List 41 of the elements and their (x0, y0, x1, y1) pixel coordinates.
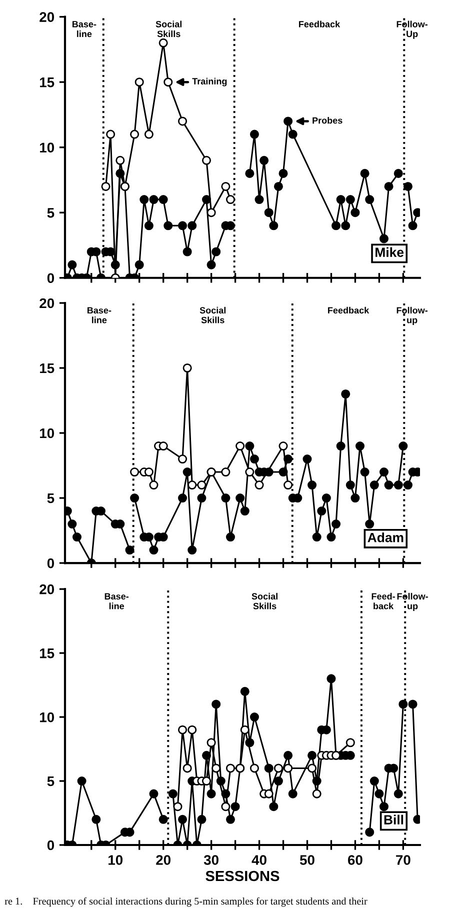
y-tick-label: 0 (47, 558, 54, 568)
x-tick-label: 40 (252, 855, 266, 865)
annotation: Base- line (104, 593, 128, 610)
annotation: Bill (384, 814, 404, 824)
annotation: Adam (368, 532, 404, 542)
annotation: Base- line (72, 21, 96, 38)
y-tick-label: 5 (47, 776, 54, 786)
annotation: Mike (376, 247, 404, 257)
x-tick-label: 30 (204, 855, 218, 865)
annotation: Social Skills (156, 20, 182, 38)
y-tick-label: 15 (40, 363, 54, 374)
x-tick-label: 60 (348, 855, 362, 865)
x-tick-label: 50 (300, 855, 314, 865)
annotation: Training (192, 78, 227, 86)
x-axis-title: SESSIONS (206, 870, 280, 882)
y-tick-label: 0 (47, 273, 54, 284)
annotation: Social Skills (252, 592, 278, 610)
x-tick-label: 70 (396, 855, 410, 865)
annotation: Follow- Up (396, 20, 428, 39)
y-tick-label: 20 (40, 298, 54, 308)
text: re 1. Frequency of social interactions during 5-min samples for target students and their (4, 897, 368, 907)
y-tick-label: 0 (47, 840, 54, 850)
y-tick-label: 15 (40, 78, 54, 88)
annotation: Follow- up (397, 592, 428, 612)
y-tick-label: 20 (40, 584, 54, 594)
y-tick-label: 10 (40, 712, 54, 722)
annotation: Social Skills (200, 306, 226, 324)
y-tick-label: 10 (40, 142, 54, 153)
y-tick-label: 20 (40, 12, 54, 22)
annotation: Feedback (299, 20, 340, 28)
y-tick-label: 5 (47, 208, 54, 218)
y-tick-label: 15 (40, 648, 54, 658)
annotation: Follow- up (396, 306, 428, 326)
annotation: Base- line (87, 307, 112, 324)
y-tick-label: 5 (47, 493, 54, 504)
x-tick-label: 10 (108, 855, 123, 865)
y-tick-label: 10 (40, 428, 54, 438)
annotation: Probes (312, 117, 342, 124)
annotation: Feedback (328, 306, 370, 314)
x-tick-label: 20 (156, 855, 170, 865)
annotation: Feed- back (372, 592, 395, 610)
